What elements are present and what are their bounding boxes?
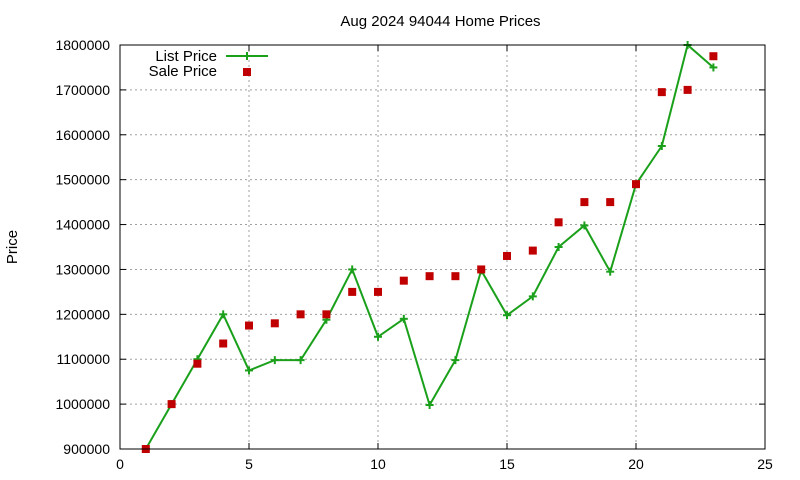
sale-price-point [193,359,202,368]
list-price-point [580,221,589,230]
grid [120,45,765,449]
y-tick-label: 1400000 [55,217,110,233]
list-price-point [245,366,253,375]
sale-price-point [374,287,382,296]
x-tick-label: 25 [757,456,773,472]
list-price-point [425,401,434,410]
series-layer [141,41,718,453]
legend-label-list-price: List Price [155,48,217,65]
y-axis-title: Price [4,230,21,264]
list-price-point [451,356,460,365]
legend-plus-list-price [243,52,251,60]
sale-price-point [580,198,589,207]
list-price-point [348,265,357,274]
legend-square-sale-price [243,68,251,76]
y-tick-label: 1800000 [55,37,110,53]
sale-price-point [245,321,253,330]
sale-price-point [219,339,228,348]
sale-price-point [451,272,460,281]
sale-price-point [399,276,408,285]
sale-price-point [528,246,537,255]
list-price-point [528,292,537,301]
list-price-line [144,43,715,450]
sale-price-point [632,180,640,189]
x-tick-label: 5 [245,456,253,472]
x-tick-label: 15 [499,456,515,472]
list-price-point [399,314,408,323]
chart-title: Aug 2024 94044 Home Prices [340,13,540,30]
list-price-point [606,267,615,276]
sale-price-point [348,287,357,296]
y-tick-label: 1000000 [55,396,110,412]
sale-price-point [167,400,176,409]
x-tick-label: 20 [628,456,644,472]
plot-frame [119,44,766,450]
y-tick-label: 900000 [63,441,110,457]
y-tick-label: 1200000 [55,306,110,322]
sale-price-point [683,85,692,94]
list-price-point [374,332,382,341]
y-tick-label: 1700000 [55,82,110,98]
sale-price-point [606,198,615,207]
axis-ticks: 0 5 10 15 20 25 900000 1000000 1100000 1200000 130… [55,37,773,472]
sale-price-point [554,218,563,227]
sale-price-point [477,265,486,274]
list-price-point [657,142,666,150]
y-tick-label: 1500000 [55,172,110,188]
sale-price-point [657,88,666,97]
list-price-point [296,356,305,365]
sale-price-point [425,272,434,281]
y-tick-label: 1300000 [55,261,110,277]
legend-label-sale-price: Sale Price [149,63,217,80]
list-price-point [554,243,563,251]
sale-price-point [322,310,331,319]
list-price-point [270,356,279,365]
sale-price-point [296,310,305,319]
x-tick-label: 10 [370,456,386,472]
y-tick-label: 1600000 [55,127,110,143]
y-tick-label: 1100000 [57,351,111,367]
list-price-point [503,311,511,320]
sale-price-point [709,52,718,61]
sale-price-point [503,251,511,260]
list-price-point [709,63,718,72]
list-price-point [219,310,228,319]
x-tick-label: 0 [116,456,124,472]
sale-price-point [270,319,279,328]
